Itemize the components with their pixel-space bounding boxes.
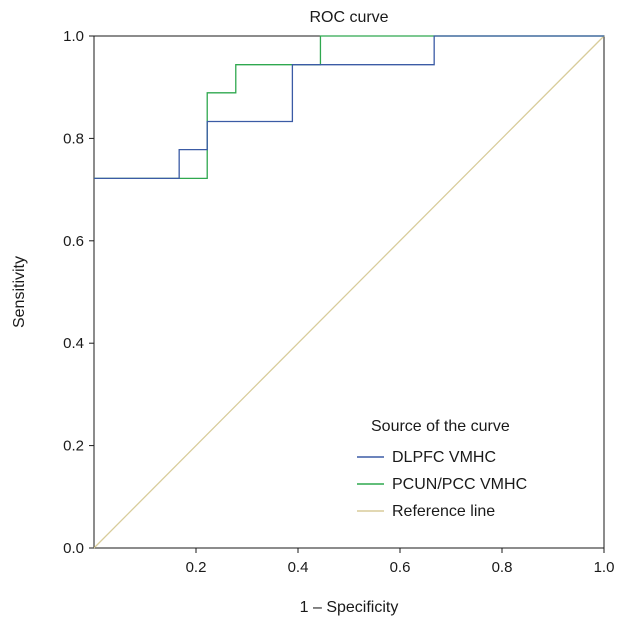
legend: Source of the curve DLPFC VMHC PCUN/PCC V…	[357, 418, 527, 520]
y-axis-title: Sensitivity	[11, 256, 28, 328]
y-tick-label: 0.8	[63, 130, 84, 147]
legend-items: DLPFC VMHC PCUN/PCC VMHC Reference line	[357, 449, 527, 520]
legend-label: PCUN/PCC VMHC	[392, 476, 527, 493]
x-tick-label: 0.2	[186, 559, 207, 576]
x-tick-label: 0.8	[492, 559, 513, 576]
x-tick-label: 0.6	[390, 559, 411, 576]
y-tick-label: 0.0	[63, 540, 84, 557]
x-axis: 0.2 0.4 0.6 0.8 1.0	[186, 548, 615, 576]
series-line-dlpfc-vmhc	[94, 35, 604, 179]
legend-label: DLPFC VMHC	[392, 449, 496, 466]
legend-label: Reference line	[392, 503, 495, 520]
y-tick-label: 0.4	[63, 335, 84, 352]
x-tick-label: 0.4	[288, 559, 309, 576]
y-tick-label: 0.2	[63, 438, 84, 455]
series-layer	[93, 35, 605, 549]
legend-title: Source of the curve	[371, 418, 510, 435]
x-axis-title: 1 – Specificity	[300, 599, 399, 616]
y-axis: 0.0 0.2 0.4 0.6 0.8 1.0	[63, 28, 94, 557]
x-tick-label: 1.0	[594, 559, 615, 576]
chart-title: ROC curve	[309, 9, 388, 26]
series-line-pcun-pcc-vmhc	[94, 35, 604, 179]
y-tick-label: 0.6	[63, 233, 84, 250]
plot-area	[93, 35, 605, 549]
series-line-reference-line	[93, 35, 605, 549]
y-tick-label: 1.0	[63, 28, 84, 45]
